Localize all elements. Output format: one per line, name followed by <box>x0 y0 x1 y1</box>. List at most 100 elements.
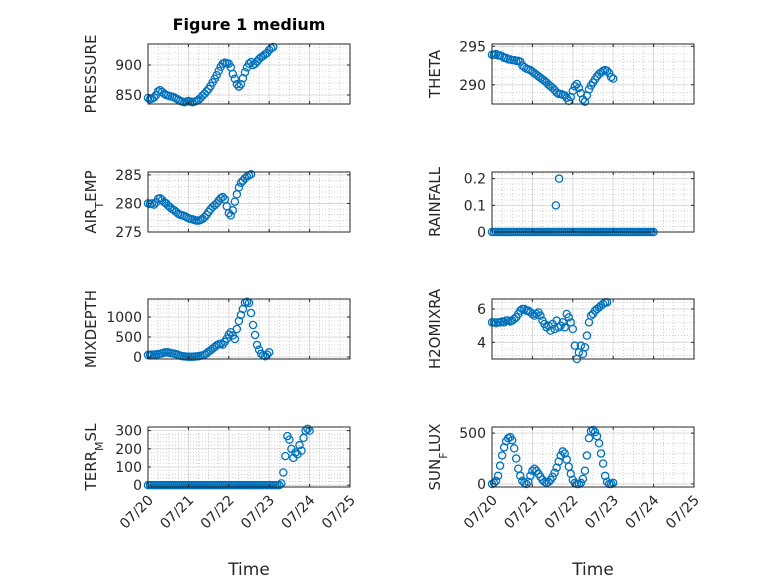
y-tick-label: 500 <box>459 426 486 442</box>
data-point <box>246 170 256 179</box>
data-series <box>143 42 278 107</box>
data-point <box>516 306 525 315</box>
minor-grid <box>148 426 350 487</box>
data-point <box>228 69 238 79</box>
y-tick-label: 100 <box>115 460 142 476</box>
data-point <box>594 439 604 448</box>
data-point <box>228 206 238 215</box>
data-point <box>509 314 519 324</box>
axes-box <box>491 426 695 488</box>
y-tick-label: 0 <box>477 225 486 241</box>
data-point <box>297 446 306 455</box>
axes-box <box>147 426 351 488</box>
axes-box <box>491 171 695 233</box>
data-point <box>250 330 260 340</box>
data-point <box>232 324 242 334</box>
data-series <box>143 170 256 225</box>
data-point <box>602 477 612 487</box>
data-point <box>149 200 159 209</box>
subplot-theta: 290 295 THETA <box>426 39 695 106</box>
data-point <box>530 464 539 473</box>
data-point <box>558 447 567 456</box>
data-point <box>582 331 592 340</box>
data-point <box>214 66 223 76</box>
data-point <box>580 466 590 475</box>
x-axis-label: Time <box>571 560 614 580</box>
y-axis-label: AIRTEMP <box>82 170 106 233</box>
y-axis-label: MIXDEPTH <box>82 290 100 368</box>
y-tick-label: 275 <box>115 225 142 241</box>
data-point <box>224 330 234 339</box>
data-series <box>487 49 618 106</box>
data-point <box>528 309 537 319</box>
y-tick-label: 1000 <box>106 310 142 326</box>
x-tick-label: 07/23 <box>238 493 278 533</box>
data-point <box>568 324 578 334</box>
data-point <box>234 82 244 91</box>
data-point <box>507 435 517 445</box>
x-tick-label: 07/20 <box>461 493 501 533</box>
data-point <box>252 340 262 350</box>
data-point <box>202 87 211 96</box>
data-point <box>232 190 242 199</box>
y-tick-label: 290 <box>459 78 486 94</box>
data-point <box>596 449 606 458</box>
ticks <box>147 44 351 104</box>
data-point <box>511 454 521 463</box>
x-tick-label: 07/21 <box>501 493 541 533</box>
y-axis-label: RAINFALL <box>426 166 444 237</box>
data-point <box>556 451 565 460</box>
data-point <box>586 311 596 320</box>
data-point <box>295 440 304 450</box>
data-point <box>248 320 258 330</box>
axes-box <box>147 298 351 360</box>
data-point <box>232 79 242 89</box>
data-point <box>558 318 567 327</box>
data-point <box>200 212 209 222</box>
axes-box <box>491 298 695 360</box>
data-series <box>487 298 612 364</box>
minor-grid <box>148 299 350 359</box>
data-point <box>588 425 598 435</box>
y-tick-label: 900 <box>115 58 142 74</box>
data-point <box>564 313 574 322</box>
data-point <box>574 83 584 93</box>
minor-grid <box>148 172 350 233</box>
y-tick-label: 4 <box>477 335 486 351</box>
data-point <box>244 59 254 69</box>
data-point <box>532 309 541 319</box>
axes-box <box>147 43 351 105</box>
data-point <box>262 350 272 359</box>
y-axis-label: THETA <box>426 49 444 99</box>
data-point <box>495 461 505 470</box>
data-point <box>554 174 564 183</box>
ticks <box>147 172 351 233</box>
y-tick-label: 0 <box>133 350 142 366</box>
y-tick-label: 0.1 <box>464 198 486 214</box>
data-point <box>578 474 588 484</box>
x-tick-label: 07/24 <box>623 492 663 532</box>
data-point <box>548 472 557 482</box>
data-point <box>608 74 618 83</box>
y-tick-label: 850 <box>115 88 142 104</box>
data-point <box>598 459 608 468</box>
y-tick-label: 285 <box>115 168 142 184</box>
y-axis-label: TERRMSL <box>82 423 106 492</box>
y-tick-label: 6 <box>477 302 486 318</box>
data-point <box>570 82 580 91</box>
x-tick-label: 07/23 <box>582 493 622 533</box>
minor-grid <box>492 44 694 104</box>
data-point <box>210 200 219 210</box>
data-point <box>234 183 244 192</box>
data-point <box>291 448 300 457</box>
x-tick-label: 07/21 <box>157 493 197 533</box>
data-point <box>303 424 312 434</box>
data-point <box>212 70 221 80</box>
data-point <box>576 341 586 350</box>
y-axis-label: SUNFLUX <box>426 424 450 491</box>
subplot-mixdepth: 0 500 1000 MIXDEPTH <box>82 290 351 368</box>
minor-grid <box>492 172 694 233</box>
y-axis-label: H2OMIXRA <box>426 288 444 369</box>
ticks <box>147 427 351 487</box>
data-point <box>230 74 240 84</box>
